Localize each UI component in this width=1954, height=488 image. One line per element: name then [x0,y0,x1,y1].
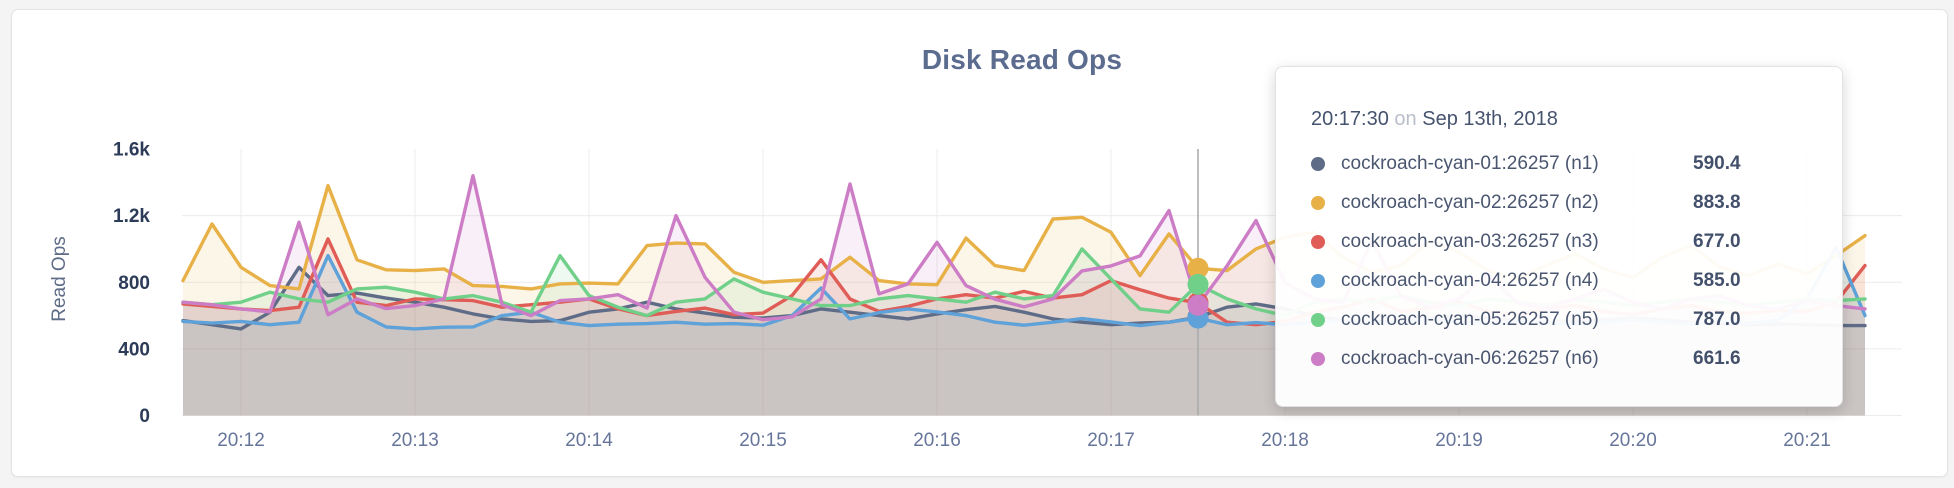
x-tick-label: 20:15 [739,430,787,451]
series-label: cockroach-cyan-02:26257 (n2) [1341,191,1599,213]
tooltip-time: 20:17:30 [1311,108,1389,130]
series-value: 883.8 [1693,191,1741,213]
y-tick-label: 1.6k [113,140,150,161]
series-value: 677.0 [1693,230,1741,252]
chart-title: Disk Read Ops [921,44,1123,75]
x-tick-label: 20:16 [913,430,961,451]
y-tick-label: 0 [139,406,150,427]
tooltip-header: 20:17:30 on Sep 13th, 2018 [1311,105,1814,133]
x-tick-label: 20:12 [217,430,265,451]
series-value: 787.0 [1693,308,1741,330]
series-color-dot [1311,234,1325,249]
series-color-dot [1311,156,1325,171]
x-tick-label: 20:13 [391,430,439,451]
y-tick-label: 1.2k [113,206,150,227]
hover-dot-n2 [1187,257,1209,279]
tooltip-date: Sep 13th, 2018 [1422,108,1558,130]
tooltip-row: cockroach-cyan-02:26257 (n2) 883.8 [1311,183,1814,222]
tooltip-row: cockroach-cyan-04:26257 (n4) 585.0 [1311,261,1814,300]
x-tick-label: 20:18 [1261,430,1309,451]
series-color-dot [1311,195,1325,210]
tooltip-row: cockroach-cyan-01:26257 (n1) 590.4 [1311,144,1814,183]
series-color-dot [1311,273,1325,288]
hover-dot-n6 [1187,294,1209,316]
chart-card: Disk Read Ops Read Ops 0 400 800 1.2k 1.6k 20… [11,9,1948,477]
tooltip-connector: on [1394,108,1417,130]
series-value: 585.0 [1693,269,1741,291]
y-tick-label: 800 [118,273,150,294]
x-tick-label: 20:20 [1609,430,1657,451]
tooltip-row: cockroach-cyan-06:26257 (n6) 661.6 [1311,339,1814,378]
x-tick-label: 20:21 [1783,430,1831,451]
series-label: cockroach-cyan-04:26257 (n4) [1341,269,1599,291]
series-value: 661.6 [1693,347,1741,369]
series-value: 590.4 [1693,152,1741,174]
hover-dot-n5 [1187,273,1209,295]
x-tick-label: 20:14 [565,430,613,451]
x-tick-label: 20:19 [1435,430,1483,451]
hover-tooltip: 20:17:30 on Sep 13th, 2018 cockroach-cya… [1275,66,1843,407]
series-label: cockroach-cyan-01:26257 (n1) [1341,152,1599,174]
series-label: cockroach-cyan-06:26257 (n6) [1341,347,1599,369]
series-color-dot [1311,312,1325,327]
tooltip-row: cockroach-cyan-05:26257 (n5) 787.0 [1311,300,1814,339]
series-label: cockroach-cyan-03:26257 (n3) [1341,230,1599,252]
series-label: cockroach-cyan-05:26257 (n5) [1341,308,1599,330]
series-color-dot [1311,351,1325,366]
tooltip-row: cockroach-cyan-03:26257 (n3) 677.0 [1311,222,1814,261]
y-tick-label: 400 [118,339,150,360]
x-tick-label: 20:17 [1087,430,1135,451]
tooltip-rows: cockroach-cyan-01:26257 (n1) 590.4 cockroa… [1311,144,1814,378]
